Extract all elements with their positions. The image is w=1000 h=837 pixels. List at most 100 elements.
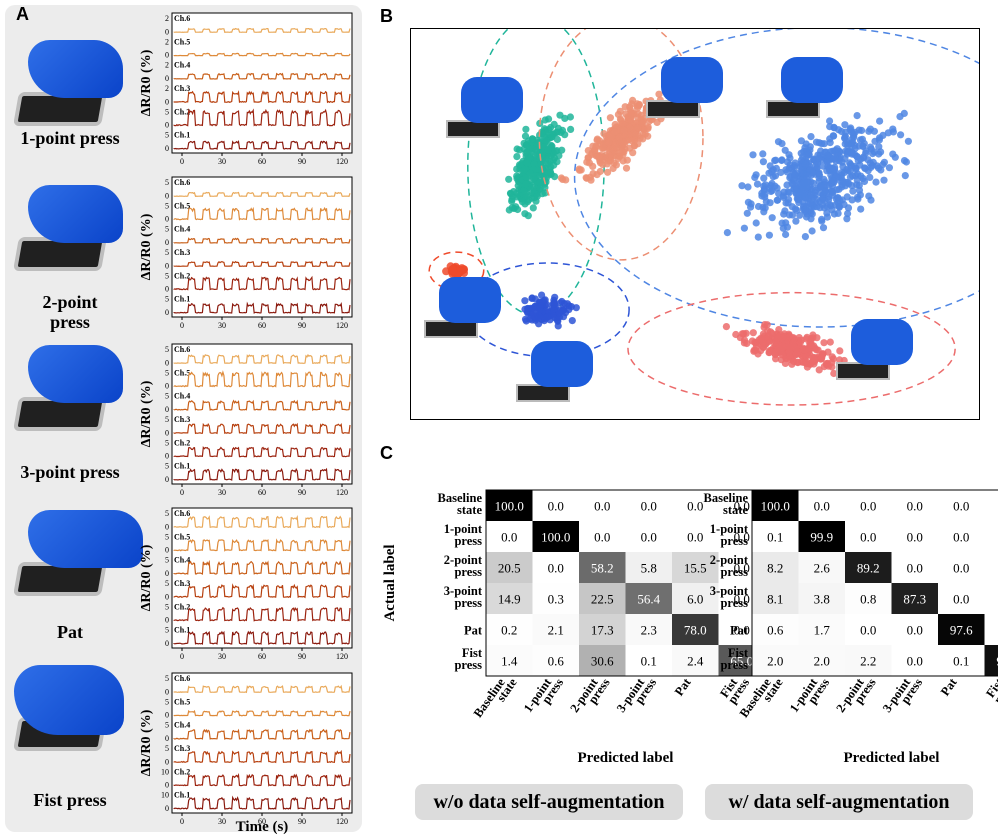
y-tick-label: 5 xyxy=(165,602,169,611)
scatter-point xyxy=(535,312,543,320)
cell-value: 17.3 xyxy=(591,623,614,638)
gesture-label: Fist press xyxy=(33,790,107,810)
matrix-cell xyxy=(845,614,892,645)
channel-label: Ch.6 xyxy=(174,178,190,187)
scatter-point xyxy=(544,313,552,321)
scatter-point xyxy=(791,159,799,167)
channel-signal-line xyxy=(173,72,351,80)
scatter-point xyxy=(848,196,856,204)
panel-c-letter: C xyxy=(380,443,393,463)
row-label: 1-point xyxy=(444,522,483,536)
cell-value: 0.0 xyxy=(814,499,830,514)
channel-label: Ch.3 xyxy=(174,579,190,588)
row-label: Fist xyxy=(728,646,749,660)
scatter-point xyxy=(556,299,564,307)
y-tick-label: 0 xyxy=(165,382,169,391)
cell-value: 0.0 xyxy=(953,561,969,576)
gloved-hand-image xyxy=(781,57,843,103)
gloved-hand-image xyxy=(28,40,123,98)
scatter-point xyxy=(550,300,558,308)
y-tick-label: 5 xyxy=(165,345,169,354)
matrix-cell xyxy=(891,645,938,676)
scatter-point xyxy=(755,336,763,344)
scatter-point xyxy=(780,333,788,341)
cell-value: 2.1 xyxy=(548,623,564,638)
y-tick-label: 5 xyxy=(165,271,169,280)
scatter-point xyxy=(841,121,849,129)
cell-value: 0.0 xyxy=(594,499,610,514)
matrix-cell xyxy=(845,521,892,552)
scatter-point xyxy=(861,165,869,173)
gloved-hand-image xyxy=(439,277,501,323)
gesture-thumbnail xyxy=(516,341,593,402)
tsne-scatter-frame xyxy=(410,14,1000,420)
cell-value: 100.0 xyxy=(541,530,570,545)
cell-value: 2.0 xyxy=(767,654,783,669)
scatter-point xyxy=(558,146,566,154)
channel-label: Ch.5 xyxy=(174,37,190,46)
scatter-point xyxy=(844,166,852,175)
channel-signal-line xyxy=(173,52,351,57)
sensor-pad xyxy=(766,100,820,118)
scatter-point xyxy=(744,183,752,191)
scatter-point xyxy=(797,149,805,157)
scatter-point xyxy=(856,136,865,144)
scatter-point xyxy=(793,358,801,366)
scatter-point xyxy=(802,183,811,191)
scatter-point xyxy=(820,204,828,212)
cell-value: 0.0 xyxy=(907,654,923,669)
scatter-point xyxy=(772,338,780,346)
scatter-point xyxy=(522,180,530,188)
cell-value: 2.2 xyxy=(860,654,876,669)
cell-value: 0.0 xyxy=(687,530,703,545)
channel-signal-line xyxy=(173,630,351,646)
matrix-cell xyxy=(845,552,892,583)
scatter-point xyxy=(760,185,769,193)
scatter-point xyxy=(772,156,780,164)
scatter-point xyxy=(759,158,767,166)
scatter-point xyxy=(606,114,614,122)
x-tick-label: 30 xyxy=(218,652,226,661)
scatter-point xyxy=(783,181,791,189)
scatter-point xyxy=(513,153,521,161)
scatter-point xyxy=(821,181,829,189)
cell-value: 0.0 xyxy=(594,530,610,545)
cell-value: 0.0 xyxy=(548,561,564,576)
row-label: state xyxy=(457,503,482,517)
cluster-boundary-ellipse xyxy=(573,26,1000,328)
scatter-point xyxy=(551,293,559,301)
y-tick-label: 5 xyxy=(165,107,169,116)
y-tick-label: 0 xyxy=(165,711,169,720)
x-tick-label: 120 xyxy=(336,157,348,166)
scatter-point xyxy=(866,125,874,133)
gesture-thumbnail xyxy=(766,57,843,118)
channel-signal-line xyxy=(173,27,351,34)
channel-label: Ch.3 xyxy=(174,744,190,753)
scatter-point xyxy=(818,353,826,362)
scatter-point xyxy=(866,143,875,151)
scatter-point xyxy=(760,208,768,216)
scatter-point xyxy=(627,110,635,118)
channel-label: Ch.5 xyxy=(174,201,190,210)
scatter-point xyxy=(783,158,792,166)
scatter-point xyxy=(723,229,731,237)
row-label: Baseline xyxy=(438,491,483,505)
scatter-point xyxy=(551,147,560,155)
scatter-cluster xyxy=(573,26,1000,328)
cell-value: 0.0 xyxy=(860,623,876,638)
scatter-point xyxy=(778,219,786,227)
matrix-cell xyxy=(579,552,626,583)
scatter-point xyxy=(781,359,789,367)
scatter-point xyxy=(653,118,661,126)
cell-value: 2.3 xyxy=(641,623,657,638)
scatter-point xyxy=(848,140,856,148)
scatter-point xyxy=(875,150,883,158)
row-label: press xyxy=(720,534,748,548)
scatter-point xyxy=(889,150,897,158)
row-label: press xyxy=(454,596,482,610)
scatter-point xyxy=(722,323,730,331)
panel-a-letter: A xyxy=(16,4,29,24)
scatter-point xyxy=(843,215,851,223)
channel-label: Ch.3 xyxy=(174,248,190,257)
scatter-point xyxy=(793,206,801,214)
